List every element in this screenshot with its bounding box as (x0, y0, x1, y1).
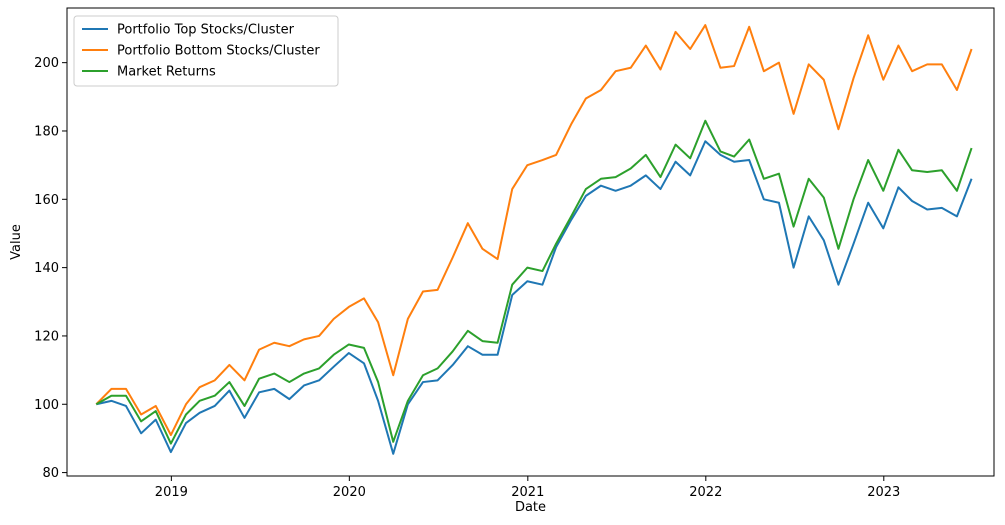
y-axis-label: Value (9, 224, 24, 260)
series-line-3 (95, 119, 973, 445)
x-tick-label: 2021 (511, 485, 544, 500)
x-tick-label: 2020 (333, 485, 366, 500)
x-tick-label: 2023 (867, 485, 900, 500)
x-axis: 2019 2020 2021 2022 2023 (155, 476, 900, 500)
legend-label-2: Portfolio Bottom Stocks/Cluster (117, 44, 320, 59)
legend: Portfolio Top Stocks/Cluster Portfolio Bo… (73, 15, 339, 87)
y-tick-label: 100 (34, 398, 59, 413)
plot-area-frame (66, 7, 995, 477)
series-layer (95, 24, 973, 455)
legend-label-3: Market Returns (117, 65, 216, 80)
series-line-2 (95, 24, 973, 437)
y-tick-label: 200 (34, 56, 59, 71)
legend-label-1: Portfolio Top Stocks/Cluster (117, 23, 295, 38)
x-axis-label: Date (515, 500, 546, 515)
x-tick-label: 2022 (689, 485, 722, 500)
y-tick-label: 140 (34, 261, 59, 276)
y-tick-label: 80 (42, 466, 59, 481)
legend-box (73, 15, 339, 87)
y-tick-label: 160 (34, 193, 59, 208)
series-line-1 (96, 140, 973, 455)
y-axis: 80 100 120 140 160 180 200 (34, 56, 67, 481)
y-tick-label: 180 (34, 124, 59, 139)
x-tick-label: 2019 (155, 485, 188, 500)
y-tick-label: 120 (34, 329, 59, 344)
